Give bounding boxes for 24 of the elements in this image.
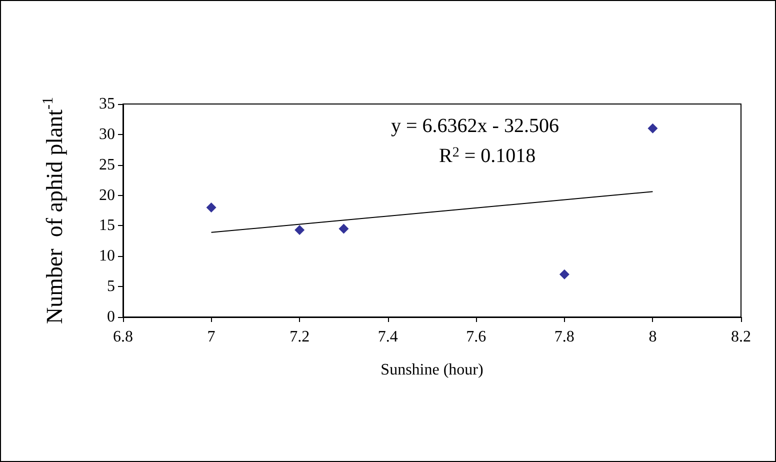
y-tick-label: 10: [99, 248, 115, 265]
point: [294, 224, 305, 235]
y-axis-title: Number of aphid plant-1: [40, 96, 67, 324]
point: [338, 224, 349, 234]
x-tick-label: 7.4: [378, 328, 398, 346]
point: [648, 123, 658, 134]
y-tick-label: 35: [99, 96, 115, 112]
x-axis-title: Sunshine (hour): [380, 362, 484, 378]
x-tick-label: 7: [207, 328, 216, 346]
x-tick-label: 7.2: [290, 328, 310, 346]
x-tick-label: 7.6: [466, 328, 486, 346]
y-tick-label: 5: [107, 278, 115, 296]
y-tick-label: 20: [99, 186, 115, 204]
x-tick-label: 6.8: [113, 328, 133, 346]
y-tick-label: 0: [107, 308, 115, 326]
y-tick-label: 30: [99, 126, 115, 143]
point: [206, 202, 216, 212]
y-tick-label: 15: [99, 217, 115, 234]
point: [559, 269, 570, 280]
annotation: y = 6.6362x - 32.506: [391, 115, 559, 137]
x-tick-label: 8: [648, 328, 657, 346]
y-tick-label: 25: [99, 156, 115, 174]
x-tick-label: 8.2: [731, 328, 751, 346]
x-tick-label: 7.8: [554, 328, 574, 346]
